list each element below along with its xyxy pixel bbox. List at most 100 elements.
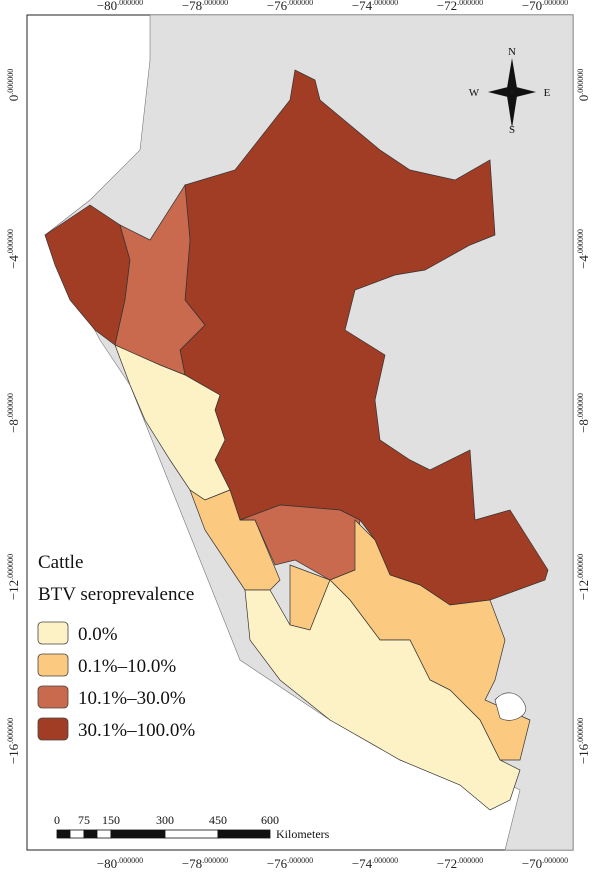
coordinate-label: −16.000000 [6,718,21,764]
compass-arrow [512,87,536,97]
coordinate-degrees: −74 [352,0,373,13]
region [114,183,206,376]
coordinate-degrees: −78 [182,0,202,13]
coordinate-decimals: .000000 [372,0,398,7]
coordinate-degrees: −4 [576,255,591,269]
coordinate-degrees: 0 [576,95,591,102]
coordinate-label: −74.000000 [352,856,398,871]
coordinate-decimals: .000000 [372,856,398,865]
scale-unit: Kilometers [276,827,330,841]
scale-segment [69,829,85,839]
coordinate-decimals: .000000 [457,856,483,865]
coordinate-label: −8.000000 [6,393,21,433]
compass-e: E [544,87,551,99]
coordinate-label: 0.000000 [576,69,591,102]
legend-swatch [37,621,69,645]
regions [44,69,549,811]
legend-swatch [37,653,69,677]
coordinate-decimals: .000000 [576,229,585,255]
scale-segment [56,829,71,839]
coordinate-decimals: .000000 [6,554,15,580]
coordinate-decimals: .000000 [6,718,15,744]
coordinate-label: −78.000000 [182,856,228,871]
coordinate-degrees: −76 [267,0,288,13]
coordinate-degrees: −4 [6,255,21,269]
scale-label: 300 [156,813,174,827]
scale-label: 0 [54,813,60,827]
region [244,579,521,811]
lake [494,692,527,721]
legend-swatch [37,685,69,709]
compass-w: W [469,87,480,99]
coordinate-degrees: −80 [97,856,117,871]
coordinate-label: −4.000000 [576,229,591,269]
coordinate-decimals: .000000 [576,718,585,744]
coordinate-label: 0.000000 [6,69,21,102]
coordinate-label: −76.000000 [267,0,313,13]
coordinate-decimals: .000000 [202,856,228,865]
scale-label: 450 [209,813,227,827]
coordinate-label: −8.000000 [576,393,591,433]
coordinate-decimals: .000000 [457,0,483,7]
region [189,489,281,591]
coordinate-degrees: −8 [576,419,591,433]
coordinate-label: −72.000000 [437,856,483,871]
compass-n: N [508,46,516,58]
coordinate-degrees: −80 [97,0,117,13]
coordinate-degrees: 0 [6,95,21,102]
coordinate-decimals: .000000 [287,856,313,865]
coordinate-label: −70.000000 [522,0,568,13]
coordinate-decimals: .000000 [6,229,15,255]
legend: Cattle BTV seroprevalence 0.0% 0.1%–10.0%… [37,552,195,741]
scale-segment [83,829,98,839]
compass-arrow [507,58,517,92]
coordinate-label: −80.000000 [97,856,143,871]
compass-s: S [509,124,515,136]
coordinate-decimals: .000000 [542,856,568,865]
scale-segment [110,829,166,839]
coordinate-decimals: .000000 [6,393,15,419]
region [114,344,231,501]
scale-label: 150 [102,813,120,827]
coordinate-decimals: .000000 [287,0,313,7]
coordinate-label: −76.000000 [267,856,313,871]
scale-label: 75 [78,813,90,827]
coordinate-label: −78.000000 [182,0,228,13]
coordinate-degrees: −8 [6,419,21,433]
compass-arrow [507,92,517,128]
coordinate-decimals: .000000 [117,0,143,7]
compass-arrow [488,87,512,97]
coordinate-degrees: −12 [6,580,21,600]
coordinate-degrees: −16 [576,743,591,764]
coordinate-decimals: .000000 [117,856,143,865]
legend-title: BTV seroprevalence [38,584,194,605]
coordinate-label: −4.000000 [6,229,21,269]
coordinate-degrees: −70 [522,0,542,13]
legend-label: 0.0% [78,624,118,645]
coordinate-decimals: .000000 [202,0,228,7]
legend-label: 0.1%–10.0% [78,656,176,677]
coordinate-degrees: −74 [352,856,373,871]
coordinate-label: −80.000000 [97,0,143,13]
coordinate-degrees: −76 [267,856,288,871]
coordinate-decimals: .000000 [542,0,568,7]
coordinate-degrees: −70 [522,856,542,871]
coordinate-label: −70.000000 [522,856,568,871]
coordinate-degrees: −16 [6,743,21,764]
coordinate-label: −74.000000 [352,0,398,13]
scale-segment [96,829,112,839]
coordinate-degrees: −12 [576,580,591,600]
compass: N E S W [469,46,551,136]
coordinate-label: −12.000000 [576,554,591,600]
legend-label: 30.1%–100.0% [78,720,195,741]
legend-label: 10.1%–30.0% [78,688,186,709]
coordinate-degrees: −72 [437,0,457,13]
legend-swatch [37,717,69,741]
coordinate-label: −16.000000 [576,718,591,764]
coordinate-label: −72.000000 [437,0,483,13]
scale-label: 600 [261,813,279,827]
coordinate-degrees: −72 [437,856,457,871]
